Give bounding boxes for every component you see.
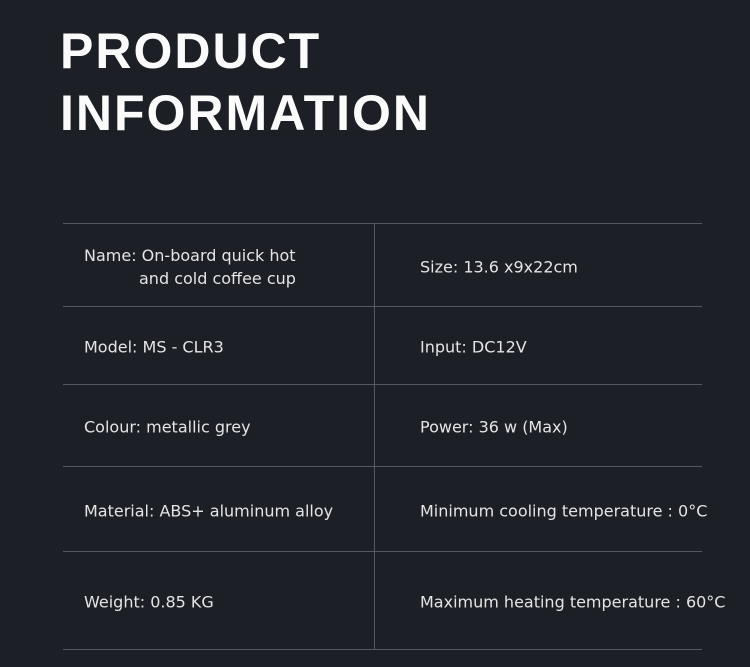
table-cell: Name: On-board quick hot and cold coffee … (84, 244, 296, 290)
table-cell: Material: ABS+ aluminum alloy (84, 499, 333, 522)
cell-text: Model: MS - CLR3 (84, 337, 224, 357)
row-divider (63, 223, 702, 224)
page-title: INFORMATION (60, 85, 432, 141)
row-divider (63, 306, 702, 307)
cell-text: Power: 36 w (Max) (420, 417, 568, 437)
cell-text: Name: On-board quick hot (84, 245, 296, 265)
cell-text: Weight: 0.85 KG (84, 592, 214, 612)
table-cell: Colour: metallic grey (84, 416, 251, 439)
table-cell: Model: MS - CLR3 (84, 336, 224, 359)
table-cell: Minimum cooling temperature : 0°C (420, 499, 707, 522)
table-cell: Power: 36 w (Max) (420, 416, 568, 439)
row-divider (63, 551, 702, 552)
row-divider (63, 466, 702, 467)
table-cell: Maximum heating temperature : 60°C (420, 591, 725, 614)
column-divider (374, 223, 375, 649)
row-divider (63, 649, 702, 650)
cell-text: and cold coffee cup (139, 268, 296, 288)
cell-text: Material: ABS+ aluminum alloy (84, 501, 334, 520)
cell-text: Maximum heating temperature : 60°C (420, 592, 726, 612)
row-divider (63, 384, 702, 385)
table-cell: Size: 13.6 x9x22cm (420, 255, 578, 278)
table-cell: Input: DC12V (420, 336, 527, 359)
cell-text: Minimum cooling temperature : 0°C (420, 501, 708, 520)
cell-text: Size: 13.6 x9x22cm (420, 257, 578, 276)
table-cell: Weight: 0.85 KG (84, 591, 214, 614)
cell-text: Input: DC12V (420, 337, 527, 357)
cell-text: Colour: metallic grey (84, 417, 251, 437)
page-title: PRODUCT (60, 23, 322, 79)
